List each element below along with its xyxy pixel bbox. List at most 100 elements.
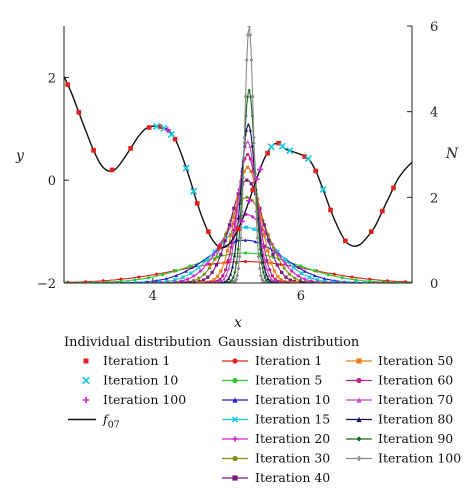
y-tick-label: 0 — [48, 174, 56, 189]
gaussian-point — [238, 254, 242, 259]
gaussian-curve-12 — [64, 89, 412, 283]
gaussian-point — [260, 261, 264, 265]
legend-gaussian-label: Iteration 1 — [255, 353, 322, 368]
gaussian-point — [286, 280, 290, 283]
gaussian-point — [232, 253, 237, 257]
gaussian-point — [248, 157, 252, 161]
legend-individual-label: Iteration 1 — [103, 353, 170, 368]
legend-gaussian-label: Iteration 70 — [378, 392, 453, 407]
gaussian-point — [282, 279, 287, 283]
gaussian-point — [229, 256, 233, 260]
gaussian-point — [215, 274, 220, 279]
individual-point — [190, 187, 198, 195]
gaussian-point — [264, 272, 268, 276]
gaussian-point — [184, 269, 188, 273]
gaussian-point — [236, 247, 240, 251]
gaussian-point — [224, 273, 228, 277]
legend-gaussian-label: Iteration 60 — [378, 373, 453, 388]
gaussian-point — [230, 278, 234, 282]
gaussian-point — [277, 257, 281, 261]
legend-gaussian-marker — [232, 358, 238, 364]
y-tick-label: −2 — [37, 277, 56, 292]
gaussian-point — [283, 262, 287, 266]
gaussian-point — [202, 281, 206, 283]
gaussian-point — [243, 259, 248, 264]
gaussian-point — [101, 279, 105, 283]
gaussian-point — [174, 273, 178, 278]
gaussian-curve-13 — [64, 27, 412, 283]
legend-gaussian-label: Iteration 30 — [255, 451, 330, 466]
individual-point — [152, 122, 161, 131]
individual-point — [76, 110, 82, 115]
gaussian-point — [198, 269, 203, 273]
gaussian-point — [227, 223, 232, 227]
gaussian-point — [256, 254, 261, 259]
gaussian-point — [269, 261, 273, 265]
individual-point — [109, 167, 115, 173]
gaussian-point — [303, 269, 307, 273]
gaussian-point — [264, 266, 269, 271]
gaussian-point — [211, 253, 216, 257]
individual-point — [182, 164, 190, 172]
x-tick-label: 4 — [149, 289, 157, 304]
gaussian-point — [246, 165, 250, 169]
gaussian-point — [210, 270, 214, 275]
gaussian-point — [247, 88, 251, 92]
gaussian-point — [307, 275, 312, 280]
plot-content — [13, 26, 460, 284]
gaussian-point — [137, 275, 141, 279]
gaussian-point — [283, 257, 288, 263]
legend-individual-marker — [83, 358, 89, 364]
gaussian-point — [261, 270, 265, 274]
gaussian-point — [31, 281, 34, 284]
gaussian-point — [229, 233, 233, 238]
legend-gaussian-label: Iteration 10 — [255, 392, 330, 407]
gaussian-point — [228, 272, 233, 276]
gaussian-point — [260, 277, 264, 282]
gaussian-point — [234, 261, 239, 265]
gaussian-point — [223, 268, 228, 272]
legend-gaussian-marker — [232, 436, 238, 442]
gaussian-point — [199, 281, 203, 283]
gaussian-point — [423, 281, 426, 284]
gaussian-point — [262, 223, 266, 227]
gaussian-point — [368, 279, 372, 283]
gaussian-point — [196, 265, 201, 270]
gaussian-point — [188, 264, 192, 268]
gaussian-point — [221, 274, 225, 278]
gaussian-point — [164, 276, 169, 281]
gaussian-point — [255, 236, 259, 240]
gaussian-point — [273, 277, 277, 281]
legend-individual-label: Iteration 10 — [103, 373, 178, 388]
gaussian-point — [256, 227, 261, 232]
gaussian-point — [249, 95, 253, 99]
gaussian-point — [249, 182, 253, 186]
gaussian-point — [262, 265, 266, 269]
gaussian-point — [157, 280, 162, 283]
gaussian-point — [195, 281, 199, 283]
gaussian-point — [219, 269, 223, 273]
gaussian-point — [289, 281, 293, 283]
gaussian-point — [385, 279, 390, 283]
gaussian-point — [242, 135, 246, 140]
individual-point — [267, 143, 275, 151]
x-tick-label: 6 — [297, 289, 305, 304]
legend-f07-label: f07 — [102, 412, 120, 431]
gaussian-point — [267, 239, 271, 243]
gaussian-point — [457, 281, 460, 284]
gaussian-point — [243, 251, 248, 255]
gaussian-point — [270, 274, 275, 278]
gaussian-point — [202, 272, 206, 276]
individual-point — [238, 218, 245, 225]
gaussian-point — [13, 281, 16, 284]
gaussian-point — [206, 275, 210, 279]
individual-point — [206, 229, 211, 234]
individual-point — [304, 155, 312, 163]
gaussian-point — [222, 277, 226, 281]
gaussian-point — [288, 278, 292, 282]
y-tick-label: 2 — [48, 71, 56, 86]
gaussian-point — [209, 279, 213, 283]
gaussian-point — [185, 277, 190, 281]
gaussian-point — [147, 276, 151, 280]
gaussian-point — [290, 269, 294, 273]
